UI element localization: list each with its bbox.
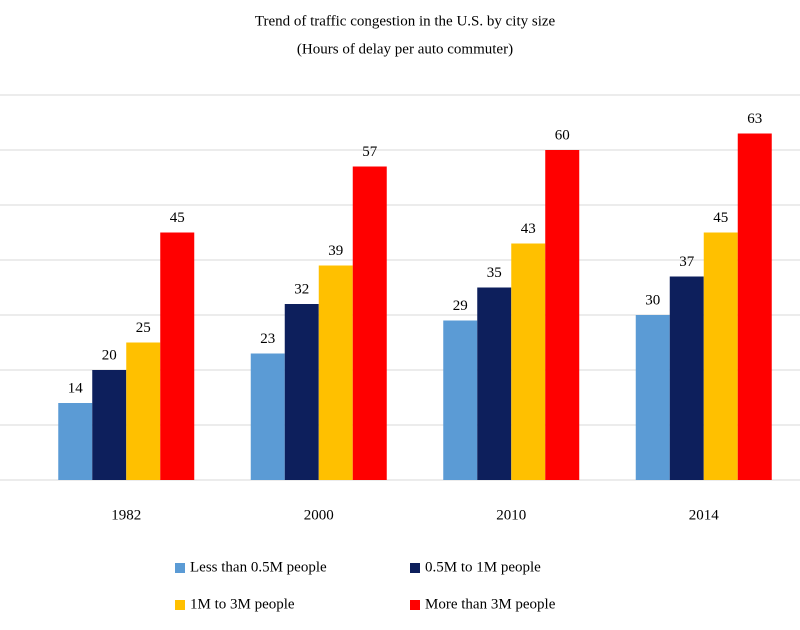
legend-label: More than 3M people: [425, 596, 556, 612]
value-label: 20: [102, 347, 117, 363]
value-label: 35: [487, 265, 502, 281]
value-label: 63: [747, 111, 762, 127]
bar: [703, 232, 738, 480]
value-label: 45: [170, 210, 185, 226]
bar: [545, 150, 580, 480]
value-label: 39: [328, 243, 343, 259]
legend-label: 0.5M to 1M people: [425, 559, 541, 575]
bar: [160, 232, 195, 480]
bar: [352, 166, 387, 480]
value-label: 25: [136, 320, 151, 336]
bar: [635, 315, 670, 480]
value-label: 45: [713, 210, 728, 226]
value-label: 14: [68, 380, 84, 396]
legend-label: 1M to 3M people: [190, 596, 295, 612]
legend-swatch: [175, 563, 185, 573]
value-label: 43: [521, 221, 536, 237]
value-label: 29: [453, 298, 468, 314]
x-tick-label: 2014: [689, 507, 720, 523]
chart-title: Trend of traffic congestion in the U.S. …: [255, 13, 556, 29]
value-label: 60: [555, 127, 570, 143]
legend-label: Less than 0.5M people: [190, 559, 327, 575]
x-tick-label: 1982: [111, 507, 141, 523]
value-label: 23: [260, 331, 275, 347]
legend-swatch: [175, 600, 185, 610]
legend-swatch: [410, 563, 420, 573]
bar: [669, 276, 704, 480]
bar: [511, 243, 546, 480]
x-tick-label: 2010: [496, 507, 526, 523]
chart-subtitle: (Hours of delay per auto commuter): [297, 41, 513, 57]
value-label: 57: [362, 144, 378, 160]
bar: [443, 320, 478, 480]
bar: [126, 342, 161, 480]
value-label: 32: [294, 281, 309, 297]
bar: [92, 370, 127, 480]
value-label: 37: [679, 254, 695, 270]
value-label: 30: [645, 292, 660, 308]
bar: [284, 304, 319, 480]
bar: [58, 403, 93, 480]
x-tick-label: 2000: [304, 507, 334, 523]
legend-swatch: [410, 600, 420, 610]
bar: [737, 133, 772, 480]
bar: [318, 265, 353, 480]
bar: [250, 353, 285, 480]
bar: [477, 287, 512, 480]
